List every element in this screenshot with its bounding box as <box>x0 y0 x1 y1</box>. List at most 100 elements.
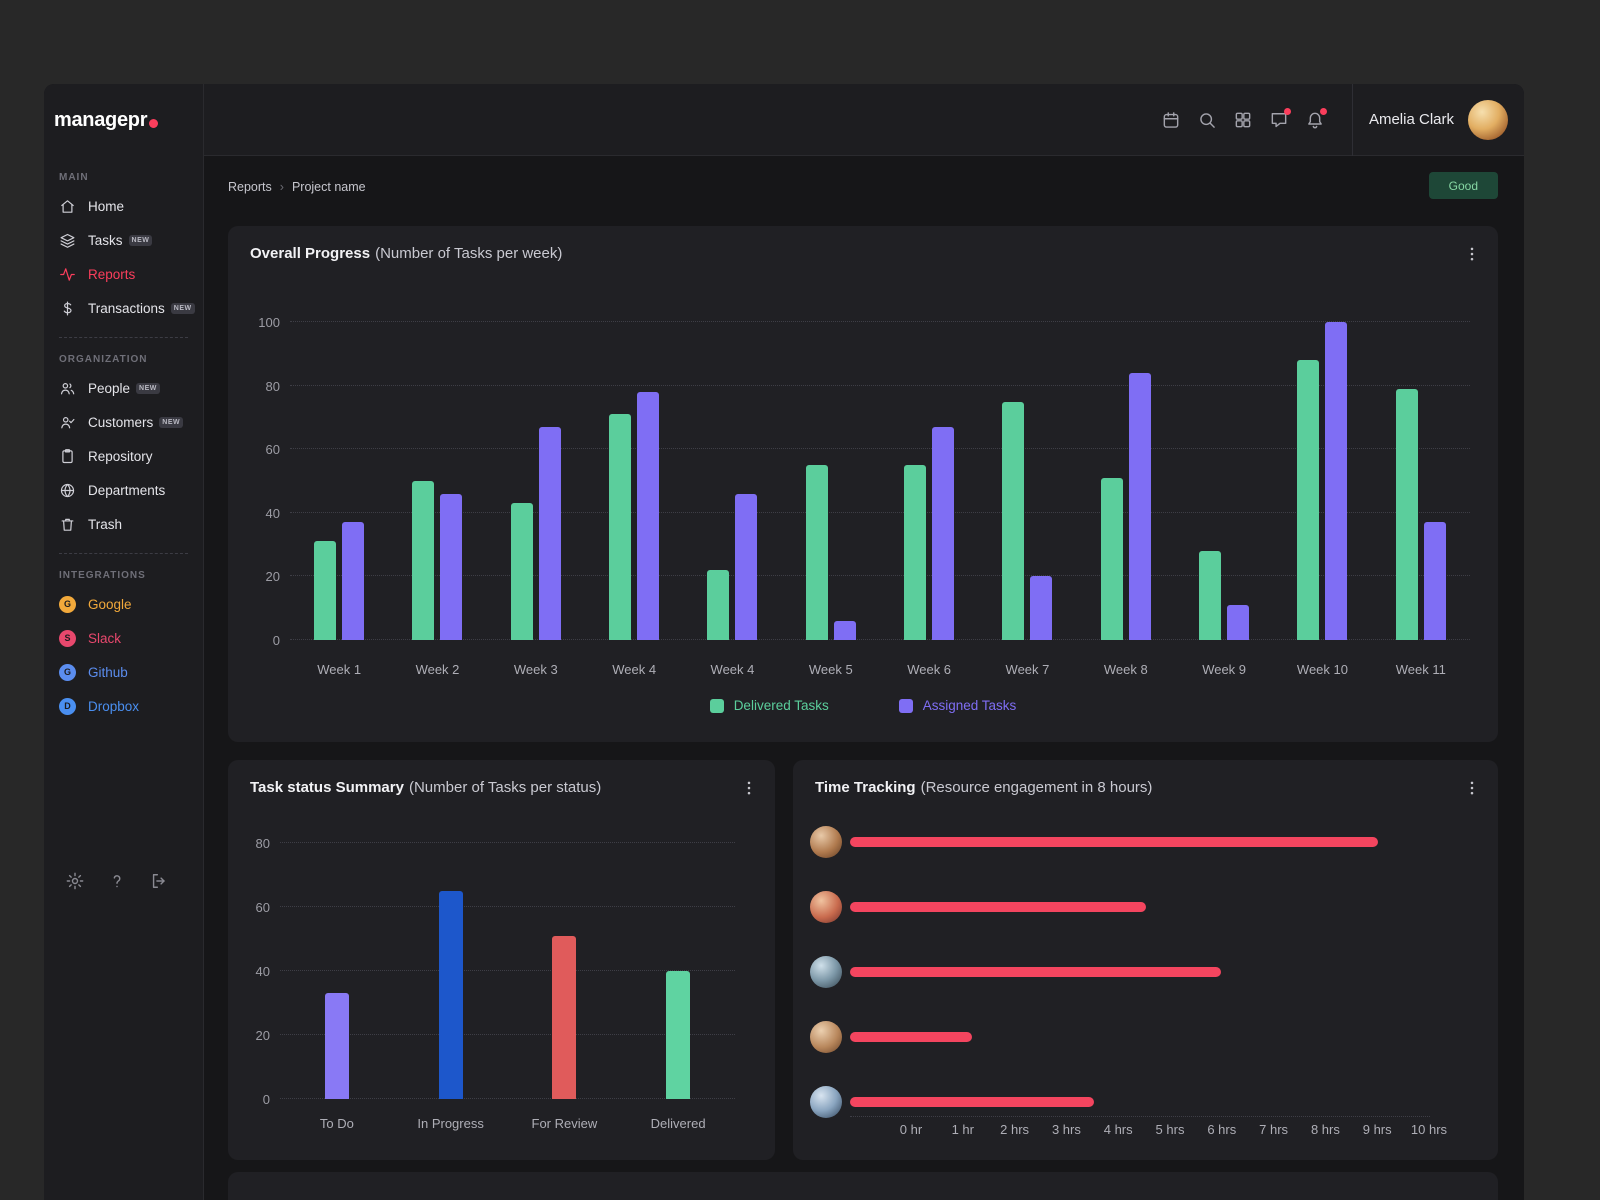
breadcrumb-reports[interactable]: Reports <box>228 180 272 194</box>
chart-bar[interactable] <box>510 503 533 640</box>
card-menu-button[interactable] <box>735 774 763 802</box>
notification-dot <box>1319 107 1327 115</box>
sidebar-item-label: Google <box>88 596 132 612</box>
messages-button[interactable] <box>1269 107 1291 130</box>
x-axis-label: For Review <box>531 1116 598 1131</box>
chart-bar[interactable] <box>805 465 828 640</box>
sidebar-item-label: Trash <box>88 516 123 532</box>
chart-bar[interactable] <box>932 426 955 640</box>
bar-group <box>782 322 880 640</box>
sidebar-item-trash[interactable]: Trash <box>44 507 203 541</box>
time-ticks: 0 hr 1 hr 2 hrs 3 hrs 4 hrs 5 hrs 6 hrs 7 hrs 8 … <box>850 1122 1447 1138</box>
gear-icon <box>66 872 84 890</box>
logout-button[interactable] <box>149 871 169 894</box>
sidebar-item-github[interactable]: G Github <box>44 655 203 689</box>
legend-swatch <box>709 698 724 713</box>
search-button[interactable] <box>1197 110 1217 130</box>
user-avatar <box>810 890 842 923</box>
card-title-text: Task status Summary <box>250 779 404 796</box>
chart-bar[interactable] <box>1199 550 1222 640</box>
chart-bar[interactable] <box>1297 360 1320 640</box>
card-menu-button[interactable] <box>1458 240 1486 268</box>
chart-bar[interactable] <box>438 891 463 1099</box>
nav-section-organization: ORGANIZATION <box>59 354 148 365</box>
bar-group <box>487 322 585 640</box>
sidebar-item-repository[interactable]: Repository <box>44 439 203 473</box>
chart-bar[interactable] <box>1128 372 1151 640</box>
chart-bar[interactable] <box>1395 388 1418 640</box>
chart-bar[interactable] <box>735 493 758 640</box>
x-axis-label: Week 8 <box>1103 662 1148 677</box>
chart-bar[interactable] <box>1227 605 1250 640</box>
chart-bar[interactable] <box>707 570 730 640</box>
gridline <box>290 384 1470 386</box>
sidebar-item-label: Tasks <box>88 232 123 248</box>
x-axis-label: 0 hr <box>899 1122 923 1137</box>
x-axis-label: Week 1 <box>317 662 362 677</box>
chart-bar[interactable] <box>833 620 856 640</box>
y-axis-label: 40 <box>255 964 270 979</box>
status-button[interactable]: Good <box>1428 172 1498 199</box>
chart-bar[interactable] <box>342 522 365 640</box>
chart-bar[interactable] <box>904 465 927 640</box>
sidebar-item-transactions[interactable]: Transactions NEW <box>44 291 203 325</box>
chart-bar[interactable] <box>538 426 561 640</box>
time-tracking-row <box>810 809 1462 874</box>
chart-bar[interactable] <box>1002 401 1025 640</box>
chart-bar[interactable] <box>1325 322 1348 640</box>
y-axis-label: 100 <box>258 315 280 330</box>
user-avatar <box>810 955 842 988</box>
bar-group <box>880 322 978 640</box>
sidebar-item-customers[interactable]: Customers NEW <box>44 405 203 439</box>
sidebar-item-reports[interactable]: Reports <box>44 257 203 291</box>
activity-icon <box>60 267 75 281</box>
logout-icon <box>152 874 165 888</box>
time-bar[interactable] <box>850 1031 972 1042</box>
legend-swatch <box>898 698 913 713</box>
home-icon <box>61 199 74 213</box>
header: Amelia Clark <box>204 84 1524 156</box>
user-menu[interactable]: Amelia Clark <box>1353 99 1524 140</box>
x-axis-label: Delivered <box>650 1116 706 1131</box>
sidebar-item-tasks[interactable]: Tasks NEW <box>44 223 203 257</box>
bar-group <box>388 322 486 640</box>
logo[interactable]: managepr <box>44 84 203 156</box>
chart-bar[interactable] <box>412 481 435 640</box>
time-tracking-row <box>810 874 1462 939</box>
kebab-menu-icon <box>1470 247 1474 261</box>
chart-bar[interactable] <box>609 414 632 640</box>
chart-bar[interactable] <box>1423 522 1446 640</box>
time-bar[interactable] <box>850 1096 1094 1107</box>
sidebar-item-departments[interactable]: Departments <box>44 473 203 507</box>
chart-bar[interactable] <box>324 993 349 1099</box>
card-menu-button[interactable] <box>1458 774 1486 802</box>
legend-item[interactable]: Delivered Tasks <box>709 698 829 713</box>
chat-icon <box>1271 112 1287 127</box>
time-bar[interactable] <box>850 836 1378 847</box>
legend-item[interactable]: Assigned Tasks <box>898 698 1016 713</box>
notifications-button[interactable] <box>1305 107 1327 130</box>
time-bar[interactable] <box>850 901 1146 912</box>
calendar-button[interactable] <box>1161 110 1181 130</box>
breadcrumb-project-name[interactable]: Project name <box>291 180 366 194</box>
chart-bar[interactable] <box>1030 576 1053 640</box>
x-axis-label: 2 hrs <box>1000 1122 1030 1137</box>
github-icon: G <box>59 663 76 681</box>
sidebar-item-slack[interactable]: S Slack <box>44 621 203 655</box>
time-bar[interactable] <box>850 966 1222 977</box>
sidebar-item-dropbox[interactable]: D Dropbox <box>44 689 203 723</box>
chart-bar[interactable] <box>552 935 577 1099</box>
chart-bar[interactable] <box>440 493 463 640</box>
apps-grid-button[interactable] <box>1233 110 1253 130</box>
chart-bar[interactable] <box>1100 477 1123 640</box>
time-tracking-row <box>810 939 1462 1004</box>
sidebar-item-home[interactable]: Home <box>44 189 203 223</box>
chart-bar[interactable] <box>666 971 691 1099</box>
sidebar-divider <box>59 337 188 338</box>
chart-bar[interactable] <box>314 541 337 640</box>
sidebar-item-people[interactable]: People NEW <box>44 371 203 405</box>
settings-button[interactable] <box>65 871 85 894</box>
help-button[interactable] <box>107 871 127 894</box>
sidebar-item-google[interactable]: G Google <box>44 587 203 621</box>
chart-bar[interactable] <box>637 391 660 640</box>
